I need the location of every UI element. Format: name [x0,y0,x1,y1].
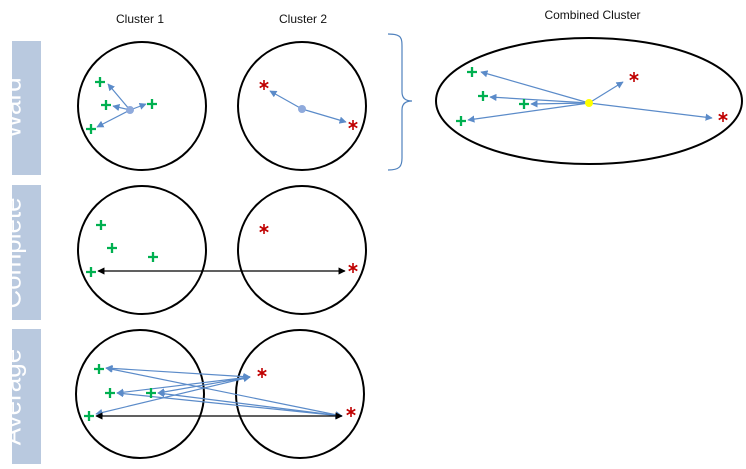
average-cluster-1-circle [75,329,205,459]
ward-cluster-1-circle [77,41,207,171]
complete-cluster-2-points [259,224,358,273]
ward-cluster-1-points [86,77,157,134]
ward-cluster-2-points [259,80,358,130]
asterisk-point [629,72,639,82]
plus-point [519,99,529,109]
complete-cluster-1-points [86,220,158,277]
asterisk-point [718,112,728,122]
average-row [75,329,365,459]
ward-combined-arrows [467,70,713,123]
complete-cluster-2-circle [237,185,367,315]
ward-combined-points [456,67,728,126]
column-label-cluster-2: Cluster 2 [278,12,328,26]
plus-point [94,364,104,374]
asterisk-point [348,120,358,130]
average-cluster-1-points [84,364,156,421]
row-band-ward: Ward [0,41,41,175]
row-band-average: Average [0,329,41,464]
plus-point [101,100,111,110]
asterisk-point [346,407,356,417]
plus-point [467,67,477,77]
plus-point [107,243,117,253]
asterisk-point [259,80,269,90]
column-label-combined-cluster: Combined Cluster [544,8,641,22]
complete-cluster-1-circle [77,185,207,315]
plus-point [95,77,105,87]
row-band-complete: Complete [0,185,41,320]
ward-combined-cluster-ellipse [435,37,743,165]
plus-point [478,91,488,101]
plus-point [86,267,96,277]
ward-cluster-2-circle [237,41,367,171]
plus-point [148,252,158,262]
plus-point [146,388,156,398]
plus-point [96,220,106,230]
plus-point [86,124,96,134]
average-pairwise-arrows [95,364,343,419]
average-cluster-2-points [257,368,356,417]
plus-point [105,388,115,398]
ward-cluster-1-centroid [126,106,134,114]
complete-row [77,185,367,315]
plus-point [84,411,94,421]
plus-point [147,99,157,109]
asterisk-point [257,368,267,378]
asterisk-point [348,263,358,273]
plus-point [456,116,466,126]
combine-brace [387,33,413,171]
column-label-cluster-1: Cluster 1 [115,12,165,26]
ward-combined-centroid [585,99,593,107]
ward-cluster-2-centroid [298,105,306,113]
ward-cluster-2-arrows [269,90,347,124]
average-cluster-2-circle [235,329,365,459]
asterisk-point [259,224,269,234]
ward-row [77,33,743,171]
